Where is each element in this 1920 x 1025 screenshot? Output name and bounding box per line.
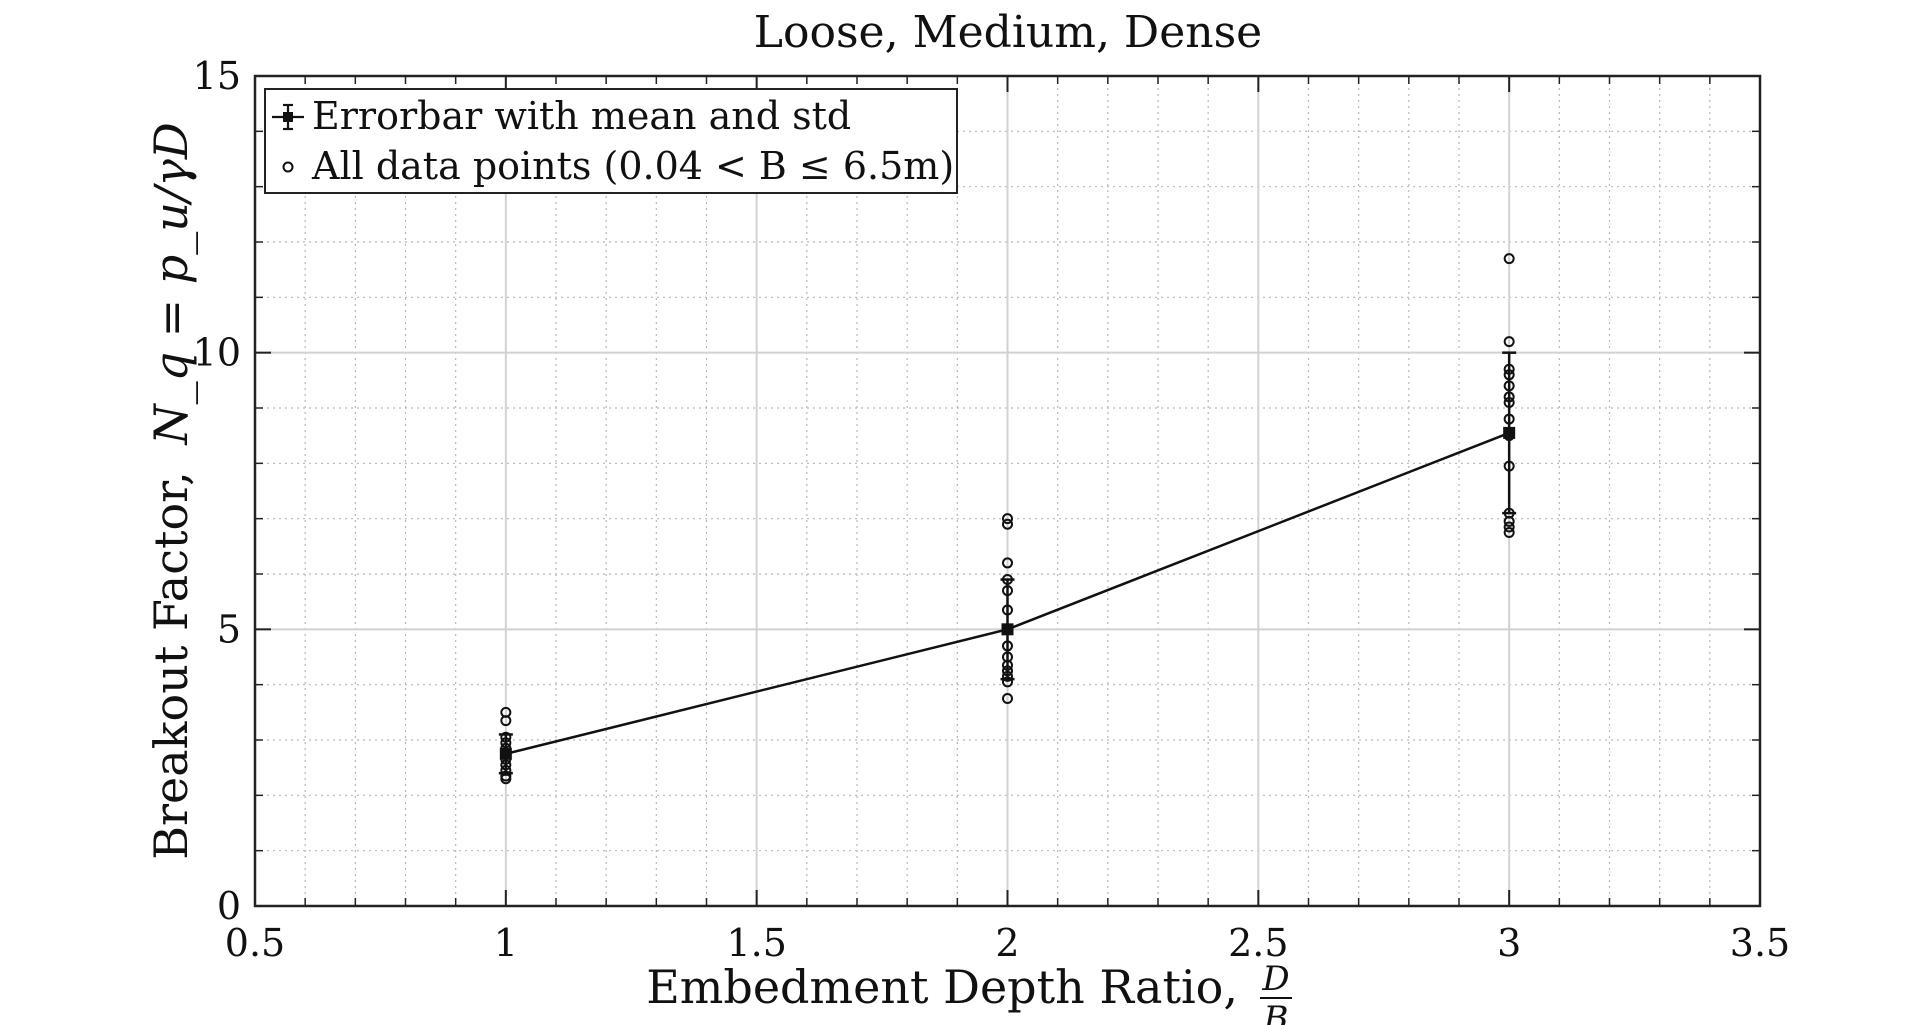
data-point (1002, 676, 1013, 688)
x-tick-label: 3.5 (1730, 921, 1790, 965)
y-axis-label-text: Breakout Factor, (144, 471, 198, 859)
legend-label-errorbar: Errorbar with mean and std (312, 94, 851, 138)
x-axis-label-numerator: D (1261, 959, 1289, 999)
data-point (1002, 659, 1013, 671)
data-point (1503, 363, 1515, 375)
legend-box (264, 88, 958, 194)
y-tick-label: 15 (193, 54, 241, 98)
data-point (1503, 396, 1515, 408)
x-axis-label-denominator: B (1263, 999, 1289, 1025)
data-point (1503, 527, 1515, 538)
y-tick-label: 10 (193, 331, 241, 375)
x-tick-label: 0.5 (225, 921, 285, 965)
x-tick-label: 3 (1497, 921, 1521, 965)
data-point (1002, 518, 1013, 530)
legend: Errorbar with mean and std All data poin… (264, 88, 958, 194)
data-point (500, 731, 512, 743)
data-point (500, 773, 512, 785)
major-grid (254, 75, 1761, 907)
mean-marker (1503, 426, 1516, 439)
x-tick-label: 2 (995, 921, 1019, 965)
x-tick-label: 1.5 (726, 921, 786, 965)
data-point (1503, 369, 1515, 381)
data-point (1002, 665, 1013, 677)
x-tick-label: 1 (494, 921, 518, 965)
data-point (500, 715, 512, 727)
data-point (1002, 513, 1013, 525)
y-tick-label: 0 (217, 884, 241, 928)
data-point (500, 748, 512, 760)
data-point (1002, 574, 1013, 586)
chart-title: Loose, Medium, Dense (754, 7, 1262, 58)
data-point (500, 759, 512, 771)
data-point (1503, 391, 1515, 403)
legend-label-points: All data points (0.04 < B ≤ 6.5m) (311, 144, 954, 188)
legend-errorbar-symbol (272, 103, 304, 131)
y-axis-label-math: N_q = p_u/γD (144, 122, 198, 445)
y-tick-labels: 0 5 10 15 (193, 54, 241, 928)
x-axis-label: Embedment Depth Ratio, D B (646, 959, 1292, 1025)
data-point (1002, 604, 1013, 616)
y-tick-label: 5 (217, 607, 241, 651)
y-axis-label: Breakout Factor, N_q = p_u/γD (144, 122, 198, 860)
data-point (1002, 693, 1013, 704)
data-point (1503, 253, 1515, 265)
data-point (1002, 640, 1013, 652)
data-point (1503, 336, 1515, 348)
data-point (500, 742, 512, 754)
axis-ticks (254, 75, 1761, 907)
data-point (1002, 557, 1013, 569)
data-point (1503, 430, 1515, 442)
data-point (1503, 515, 1515, 527)
data-point (1503, 413, 1515, 425)
data-points (500, 253, 1515, 785)
data-point (1503, 380, 1515, 392)
data-point (500, 737, 512, 749)
data-point (1002, 623, 1013, 635)
x-tick-labels: 0.5 1 1.5 2 2.5 3 3.5 (225, 921, 1790, 965)
data-point (1002, 670, 1013, 682)
x-tick-label: 2.5 (1228, 921, 1288, 965)
legend-point-symbol (282, 161, 294, 173)
data-point (1503, 460, 1515, 472)
data-point (1002, 585, 1013, 597)
data-point (1503, 521, 1515, 533)
data-point (500, 753, 512, 765)
x-axis-label-text: Embedment Depth Ratio, (646, 960, 1238, 1014)
